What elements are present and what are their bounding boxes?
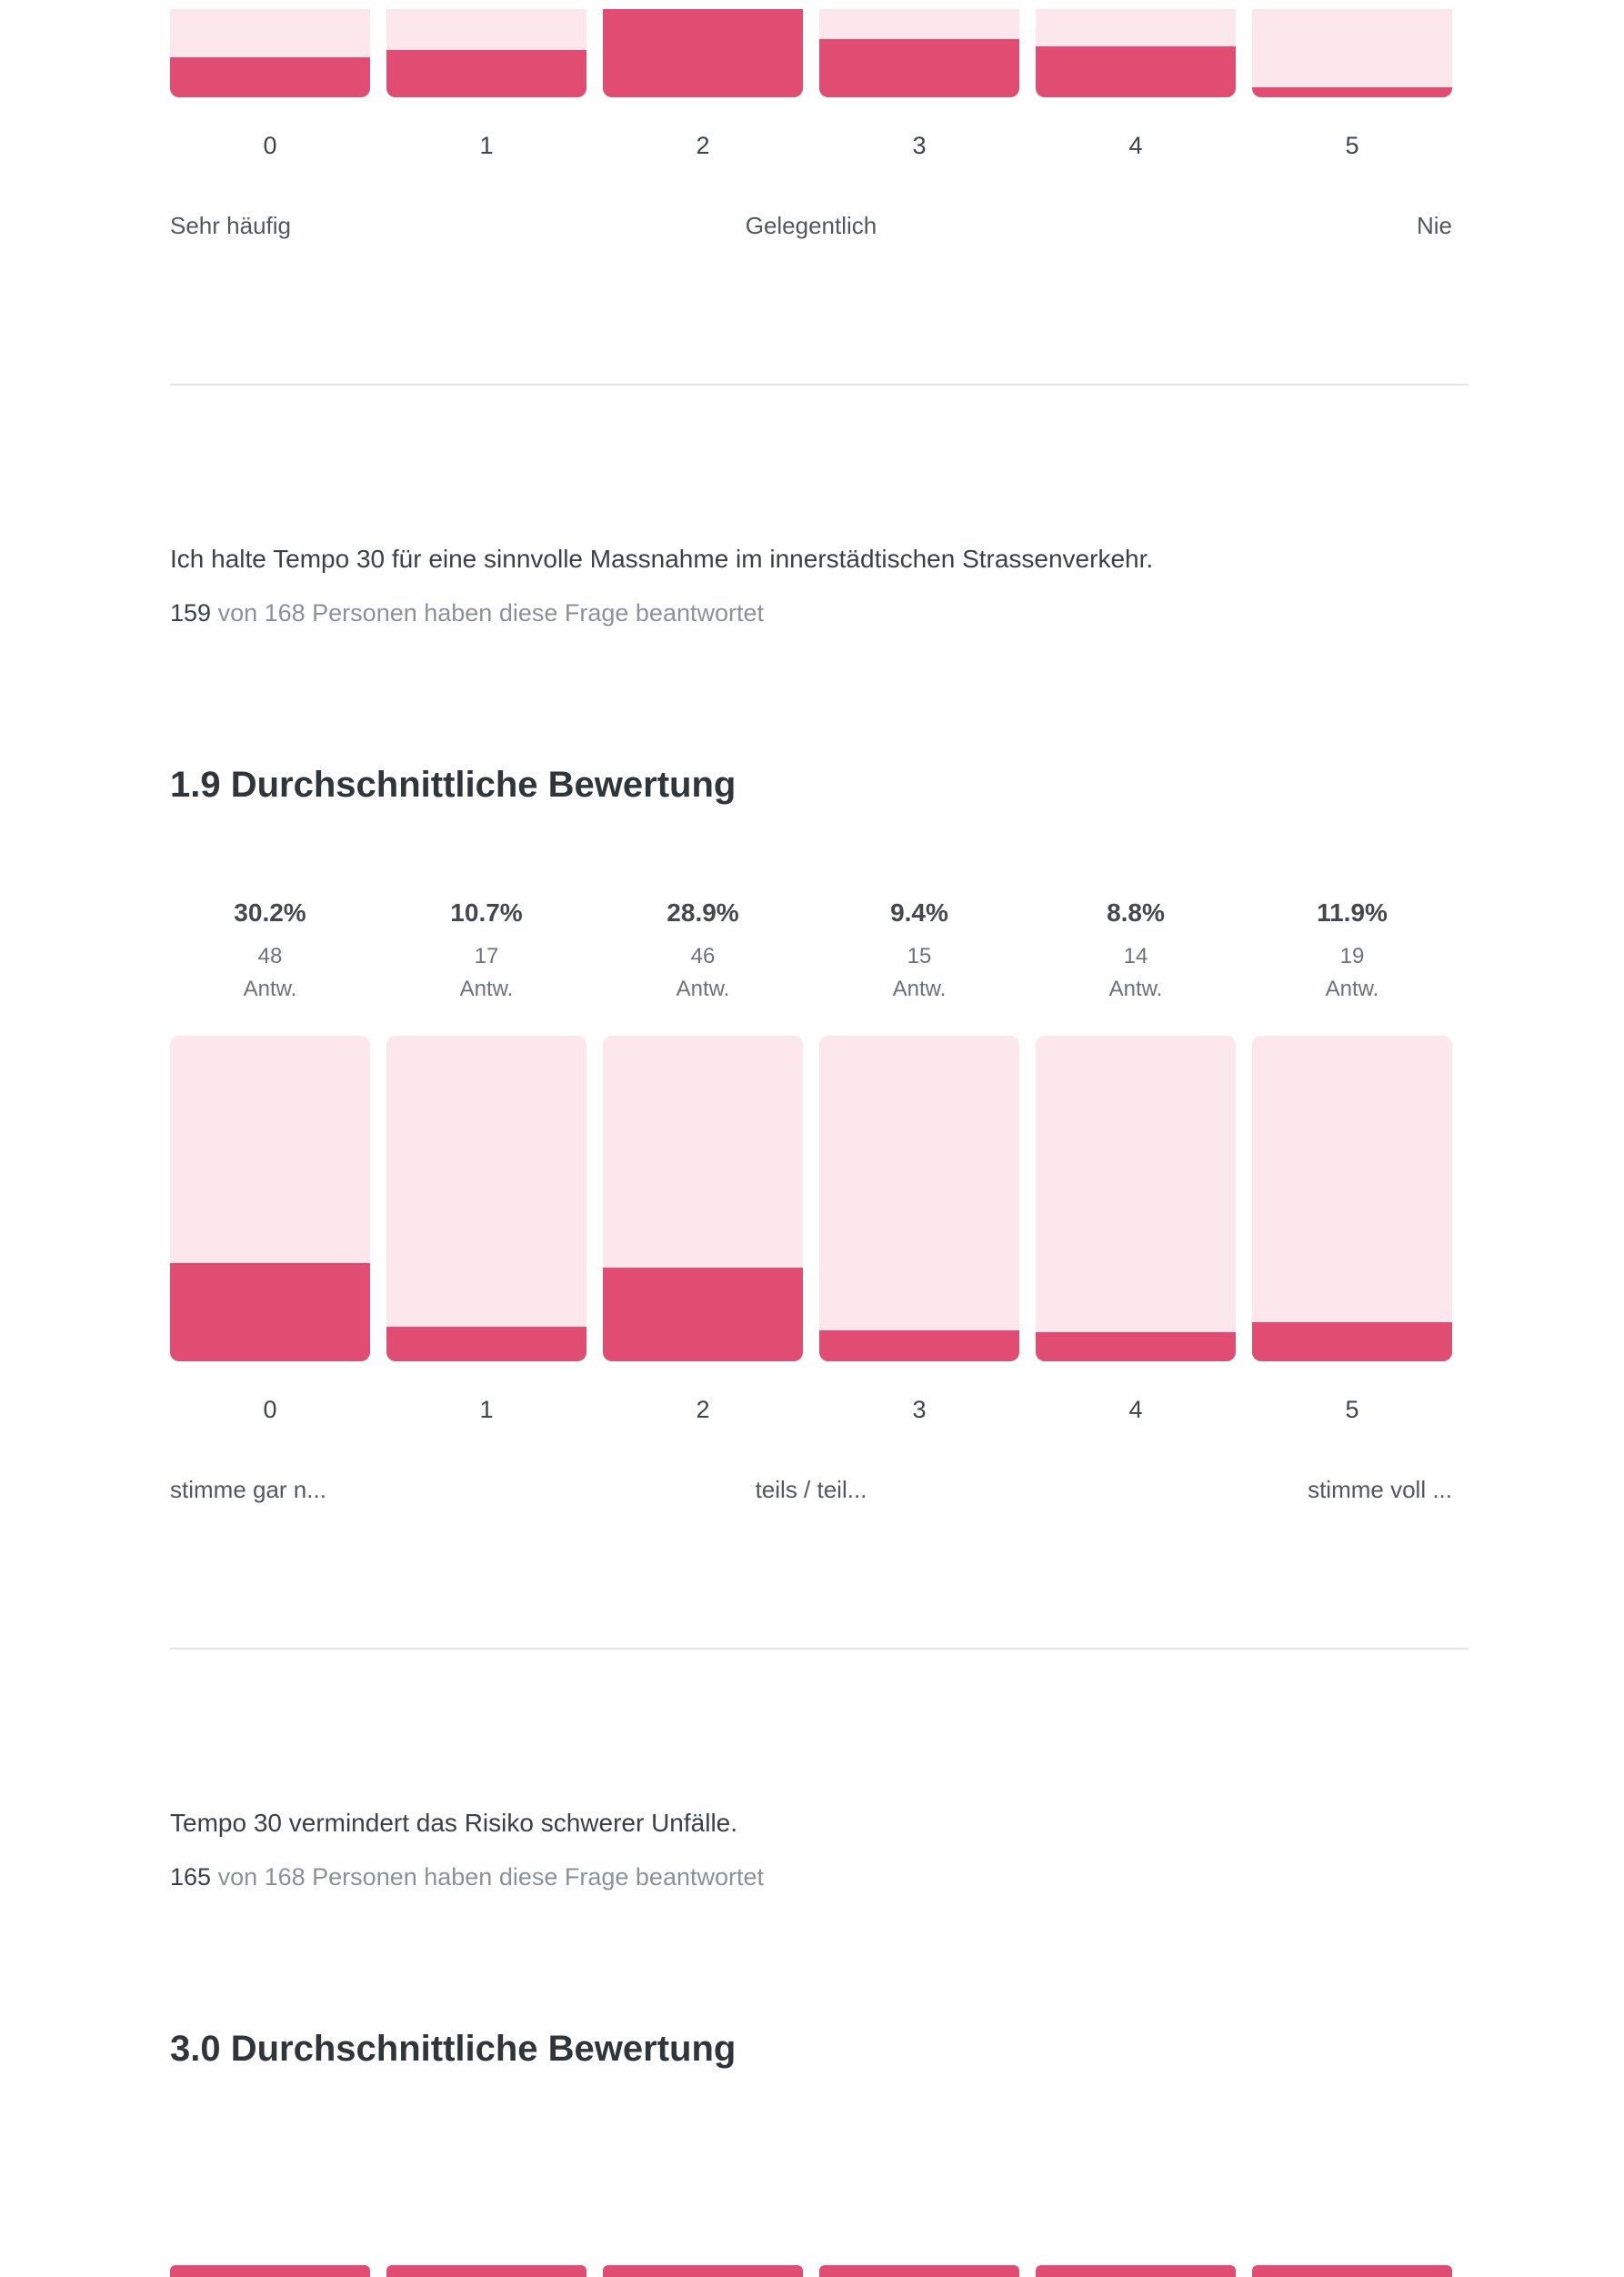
count-label: 17 [474, 944, 499, 968]
bar-chart-frequency [170, 9, 1452, 97]
next-chart-bar-top-3 [819, 2265, 1019, 2277]
bar-fill-3 [819, 1330, 1019, 1361]
category-label-1: 1 [479, 1396, 494, 1423]
question-text: Ich halte Tempo 30 für eine sinnvolle Ma… [170, 545, 1154, 573]
percent-label: 30.2% [234, 898, 306, 927]
category-label-1: 1 [479, 132, 494, 159]
count-unit-label: Antw. [243, 977, 297, 1001]
section-divider [170, 384, 1469, 386]
question-text: Tempo 30 vermindert das Risiko schwerer … [170, 1809, 738, 1837]
bar-stat-4: 8.8% 14 Antw. [1036, 898, 1236, 1003]
answered-value: 159 [170, 599, 212, 627]
bar-stat-0: 30.2% 48 Antw. [170, 898, 370, 1003]
bar-fill-1 [386, 50, 586, 97]
answered-count-line: 159 von 168 Personen haben diese Frage b… [170, 599, 1469, 627]
category-label-0: 0 [263, 1396, 277, 1423]
chart-block-rating: 30.2% 48 Antw. 10.7% 17 Antw. 28.9% 46 A… [170, 898, 1469, 1503]
count-label: 19 [1339, 944, 1365, 968]
axis-scale-labels: stimme gar n... teils / teil... stimme v… [170, 1476, 1452, 1503]
bar-stats-row: 30.2% 48 Antw. 10.7% 17 Antw. 28.9% 46 A… [170, 898, 1452, 1003]
count-unit-label: Antw. [676, 977, 730, 1001]
bar-column-2 [603, 9, 803, 97]
bar-column-3 [819, 1036, 1019, 1361]
category-label-2: 2 [696, 132, 710, 159]
bar-column-4 [1036, 9, 1236, 97]
bar-fill-5 [1252, 87, 1452, 97]
next-chart-bar-top-4 [1036, 2265, 1236, 2277]
next-chart-cutoff-bars [170, 2265, 1452, 2277]
count-unit-label: Antw. [892, 977, 947, 1001]
percent-label: 10.7% [450, 898, 523, 927]
answered-suffix: von 168 Personen haben diese Frage beant… [217, 1863, 764, 1891]
bar-column-0 [170, 1036, 370, 1361]
scale-label-left: stimme gar n... [170, 1476, 326, 1503]
bar-column-5 [1252, 1036, 1452, 1361]
scale-label-center: teils / teil... [755, 1476, 867, 1503]
category-labels: 0 1 2 3 4 5 [170, 1396, 1452, 1423]
next-chart-bar-top-1 [386, 2265, 586, 2277]
category-label-5: 5 [1345, 132, 1359, 159]
answered-value: 165 [170, 1863, 212, 1891]
percent-label: 28.9% [667, 898, 739, 927]
category-label-5: 5 [1345, 1396, 1359, 1423]
category-label-3: 3 [912, 1396, 927, 1423]
bar-fill-2 [603, 1268, 803, 1361]
category-label-2: 2 [696, 1396, 710, 1423]
bar-column-1 [386, 1036, 586, 1361]
chart-block-frequency: 0 1 2 3 4 5 Sehr häufig Gelegentlich Nie [170, 9, 1469, 239]
percent-label: 8.8% [1107, 898, 1165, 927]
answered-count-line: 165 von 168 Personen haben diese Frage b… [170, 1863, 1469, 1891]
bar-chart-rating [170, 1036, 1452, 1361]
bar-column-2 [603, 1036, 803, 1361]
count-label: 48 [257, 944, 283, 968]
category-label-3: 3 [912, 132, 927, 159]
count-label: 46 [690, 944, 716, 968]
bar-fill-3 [819, 39, 1019, 97]
scale-label-right: Nie [1416, 212, 1452, 239]
bar-column-4 [1036, 1036, 1236, 1361]
next-chart-bar-top-0 [170, 2265, 370, 2277]
next-chart-bar-top-5 [1252, 2265, 1452, 2277]
question-block-2: Tempo 30 vermindert das Risiko schwerer … [170, 1808, 1469, 1891]
average-rating-heading-2: 3.0 Durchschnittliche Bewertung [170, 2029, 737, 2069]
bar-fill-4 [1036, 46, 1236, 97]
report-page: 0 1 2 3 4 5 Sehr häufig Gelegentlich Nie… [170, 9, 1469, 2071]
bar-fill-0 [170, 1263, 370, 1361]
category-labels: 0 1 2 3 4 5 [170, 132, 1452, 159]
bar-fill-5 [1252, 1322, 1452, 1361]
bar-column-5 [1252, 9, 1452, 97]
bar-column-1 [386, 9, 586, 97]
bar-fill-0 [170, 57, 370, 97]
scale-label-left: Sehr häufig [170, 212, 291, 239]
bar-fill-2 [603, 9, 803, 97]
count-unit-label: Antw. [1325, 977, 1379, 1001]
axis-scale-labels: Sehr häufig Gelegentlich Nie [170, 212, 1452, 239]
percent-label: 11.9% [1317, 898, 1388, 927]
average-rating-heading-1: 1.9 Durchschnittliche Bewertung [170, 765, 737, 805]
answered-suffix: von 168 Personen haben diese Frage beant… [217, 599, 764, 627]
count-label: 15 [907, 944, 932, 968]
bar-column-0 [170, 9, 370, 97]
category-label-4: 4 [1128, 132, 1143, 159]
scale-label-center: Gelegentlich [745, 212, 877, 239]
category-label-4: 4 [1128, 1396, 1143, 1423]
section-divider [170, 1648, 1469, 1650]
count-label: 14 [1123, 944, 1148, 968]
bar-column-3 [819, 9, 1019, 97]
question-block-1: Ich halte Tempo 30 für eine sinnvolle Ma… [170, 544, 1469, 627]
count-unit-label: Antw. [1108, 977, 1163, 1001]
bar-stat-2: 28.9% 46 Antw. [603, 898, 803, 1003]
bar-stat-5: 11.9% 19 Antw. [1252, 898, 1452, 1003]
count-unit-label: Antw. [459, 977, 514, 1001]
next-chart-bar-top-2 [603, 2265, 803, 2277]
bar-stat-1: 10.7% 17 Antw. [386, 898, 586, 1003]
percent-label: 9.4% [890, 898, 948, 927]
category-label-0: 0 [263, 132, 277, 159]
bar-fill-1 [386, 1327, 586, 1361]
bar-stat-3: 9.4% 15 Antw. [819, 898, 1019, 1003]
scale-label-right: stimme voll ... [1308, 1476, 1452, 1503]
bar-fill-4 [1036, 1332, 1236, 1361]
